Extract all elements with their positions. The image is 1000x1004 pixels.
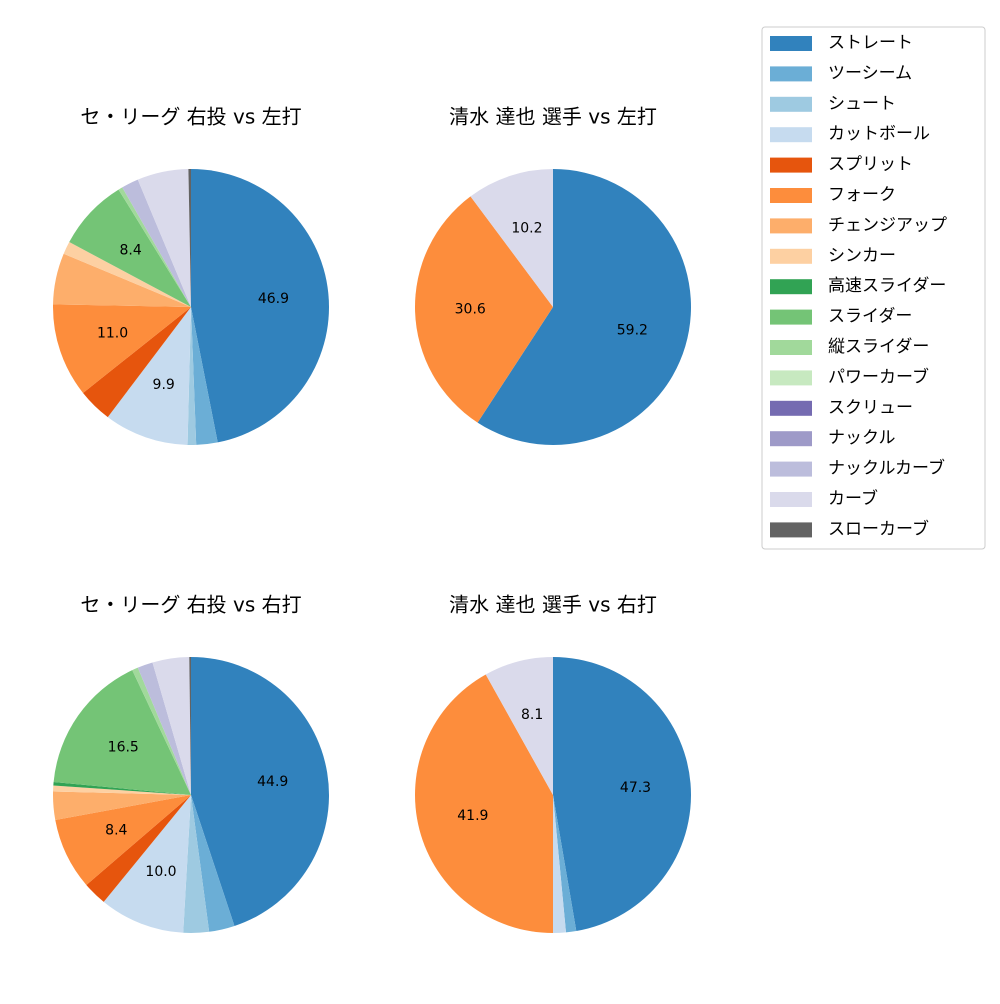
pie-slice xyxy=(55,795,191,885)
legend-label: 縦スライダー xyxy=(828,337,929,357)
legend-swatch xyxy=(770,431,812,447)
legend-label: ナックルカーブ xyxy=(828,458,945,479)
pie-slice xyxy=(183,795,210,934)
legend-swatch xyxy=(770,96,812,112)
legend-swatch xyxy=(770,400,812,416)
legend-swatch xyxy=(770,66,812,82)
legend-label: スライダー xyxy=(828,307,912,327)
value-label: 30.6 xyxy=(455,302,486,318)
pie-slice xyxy=(191,657,330,926)
pie-slice xyxy=(188,169,191,307)
pie-slice xyxy=(191,307,218,445)
pie-slice xyxy=(118,187,191,307)
legend-swatch xyxy=(770,279,812,295)
legend-label: ナックル xyxy=(828,428,896,448)
legend-label: スクリュー xyxy=(828,398,913,418)
pie-slice xyxy=(137,662,191,795)
pie-slice xyxy=(53,253,191,307)
value-label: 41.9 xyxy=(457,808,488,824)
value-label: 46.9 xyxy=(258,291,289,307)
pie-slice xyxy=(191,795,235,932)
pie-slice xyxy=(53,670,191,795)
pie-slice xyxy=(191,169,329,443)
pie-slice xyxy=(553,795,577,933)
pie-slice xyxy=(415,196,553,423)
legend-label: パワーカーブ xyxy=(828,366,929,387)
legend-label: カーブ xyxy=(828,488,878,509)
value-label: 10.2 xyxy=(511,220,542,236)
pie-slice xyxy=(103,795,191,933)
legend-label: シュート xyxy=(828,94,896,114)
pie-slice xyxy=(122,179,191,307)
pie-slice xyxy=(415,674,553,933)
legend-swatch xyxy=(770,309,812,325)
value-label: 44.9 xyxy=(257,774,288,790)
legend-swatch xyxy=(770,370,812,386)
legend-swatch xyxy=(770,248,812,264)
legend-swatch xyxy=(770,127,812,143)
pie-slice xyxy=(86,795,191,902)
legend-label: チェンジアップ xyxy=(828,215,947,235)
value-label: 8.4 xyxy=(120,242,142,258)
value-label: 11.0 xyxy=(97,326,128,342)
pie-slice xyxy=(69,189,191,307)
pie-slice xyxy=(477,169,691,445)
chart-title: 清水 達也 選手 vs 左打 xyxy=(449,105,657,129)
legend-label: 高速スライダー xyxy=(828,276,946,296)
value-label: 10.0 xyxy=(145,864,176,880)
legend-swatch xyxy=(770,36,812,51)
value-label: 47.3 xyxy=(620,780,651,796)
legend-swatch xyxy=(770,492,812,507)
legend-swatch xyxy=(770,340,812,355)
legend-label: フォーク xyxy=(828,185,896,205)
legend-label: ツーシーム xyxy=(828,63,912,83)
pie-slice xyxy=(53,785,192,795)
chart-title: セ・リーグ 右投 vs 左打 xyxy=(80,105,301,129)
value-label: 8.1 xyxy=(521,707,543,723)
pie-slice xyxy=(553,657,692,932)
pie-slice xyxy=(485,657,553,795)
pie-slice xyxy=(553,795,566,934)
pie-slice xyxy=(53,791,191,821)
legend-label: スローカーブ xyxy=(828,518,929,539)
legend-swatch xyxy=(770,522,812,538)
legend-swatch xyxy=(770,157,812,173)
pie-slice xyxy=(63,242,192,307)
legend-swatch xyxy=(770,188,812,203)
legend-label: ストレート xyxy=(828,33,913,53)
pie-slice xyxy=(137,169,191,307)
pie-slice xyxy=(107,307,191,445)
pie-slice xyxy=(152,657,191,795)
legend-swatch xyxy=(770,461,812,477)
pie-slice xyxy=(52,304,191,393)
pie-slice xyxy=(187,307,197,445)
pie-slice xyxy=(83,307,191,418)
chart-title: セ・リーグ 右投 vs 右打 xyxy=(80,593,301,617)
value-label: 59.2 xyxy=(617,323,648,339)
legend-swatch xyxy=(770,218,812,234)
pie-slice xyxy=(53,782,192,795)
legend-label: スプリット xyxy=(828,155,913,175)
chart-title: 清水 達也 選手 vs 右打 xyxy=(449,593,657,617)
legend-label: カットボール xyxy=(828,124,930,144)
pie-slice xyxy=(132,667,191,795)
value-label: 8.4 xyxy=(105,823,127,839)
legend-box xyxy=(761,26,986,550)
value-label: 16.5 xyxy=(108,739,139,755)
pie-slice xyxy=(470,169,553,307)
pie-slice xyxy=(189,657,191,795)
value-label: 9.9 xyxy=(153,377,175,393)
legend-label: シンカー xyxy=(828,246,896,266)
